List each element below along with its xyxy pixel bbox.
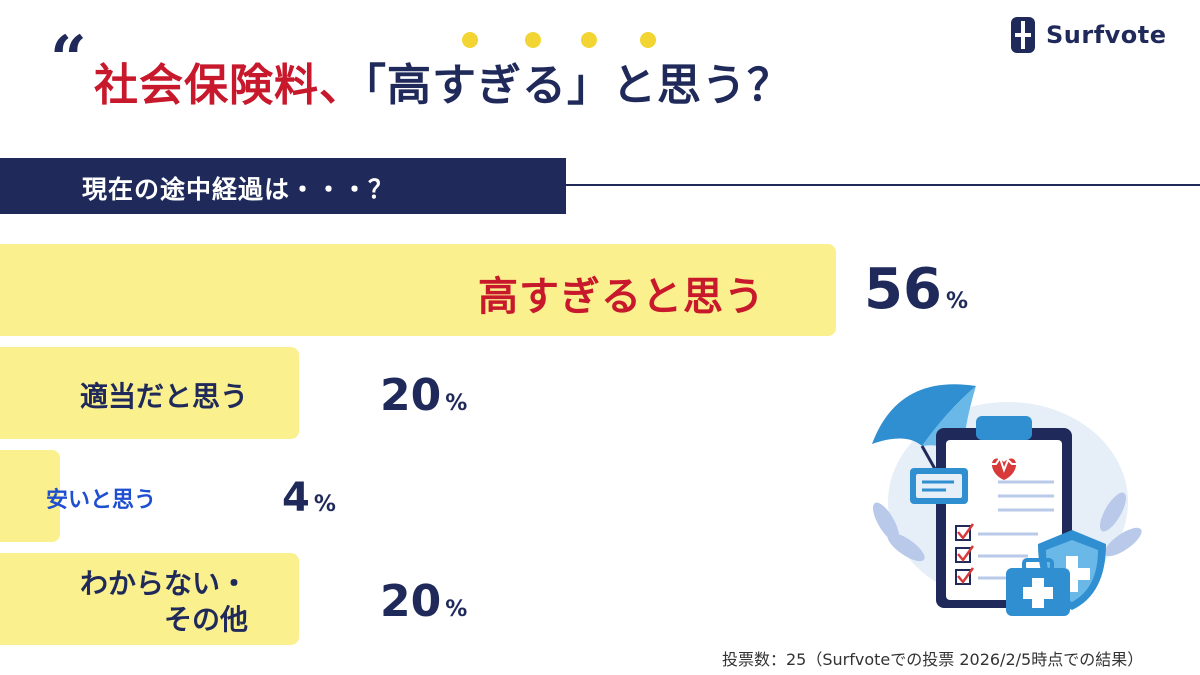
- emphasis-dot: [581, 32, 597, 48]
- medical-kit-icon: [1006, 558, 1070, 616]
- brand-name: Surfvote: [1046, 21, 1167, 49]
- category-label: わからない・ その他: [80, 566, 248, 639]
- brand-logo: Surfvote: [1010, 16, 1167, 54]
- quote-mark-icon: “: [50, 22, 87, 97]
- bar-high: [0, 244, 836, 336]
- leaf-icon: [873, 492, 1142, 562]
- value-number: 20: [380, 370, 442, 421]
- subtitle-banner: [0, 158, 566, 214]
- value-label: 20%: [380, 374, 467, 418]
- category-label: 高すぎると思う: [478, 274, 765, 320]
- value-unit: %: [313, 492, 336, 517]
- vote-count-footnote: 投票数：25（Surfvoteでの投票 2026/2/5時点での結果）: [722, 650, 1144, 669]
- title-topic: 社会保険料、: [94, 60, 364, 111]
- value-label: 20%: [380, 580, 467, 624]
- value-unit: %: [445, 391, 468, 416]
- value-number: 20: [380, 576, 442, 627]
- category-label-line: わからない・: [80, 567, 249, 600]
- category-label-line: その他: [164, 603, 249, 637]
- emphasis-dots: [456, 32, 676, 52]
- id-card-icon: [910, 468, 968, 504]
- emphasis-dot: [525, 32, 541, 48]
- emphasis-dot: [640, 32, 656, 48]
- banner-rule: [566, 184, 1200, 186]
- value-unit: %: [945, 289, 968, 314]
- heart-pulse-icon: [988, 455, 1022, 480]
- emphasis-dot: [462, 32, 478, 48]
- page-title: 社会保険料、「高すぎる」と思う？: [94, 60, 792, 113]
- bar-unknown: [0, 553, 299, 645]
- banner-text: 現在の途中経過は・・・？: [82, 175, 395, 204]
- value-number: 4: [282, 475, 310, 521]
- category-label: 安いと思う: [46, 488, 157, 513]
- surfvote-logo-icon: [1011, 17, 1035, 53]
- value-label: 4%: [282, 478, 336, 518]
- bar-appropriate: [0, 347, 299, 439]
- clipboard-icon: [936, 416, 1072, 608]
- category-label: 適当だと思う: [80, 380, 249, 413]
- value-number: 56: [864, 257, 942, 322]
- title-question: 「高すぎる」と思う？: [364, 60, 792, 111]
- insurance-illustration: [872, 384, 1142, 616]
- value-label: 56%: [864, 262, 968, 318]
- value-unit: %: [445, 597, 468, 622]
- bar-cheap: [0, 450, 60, 542]
